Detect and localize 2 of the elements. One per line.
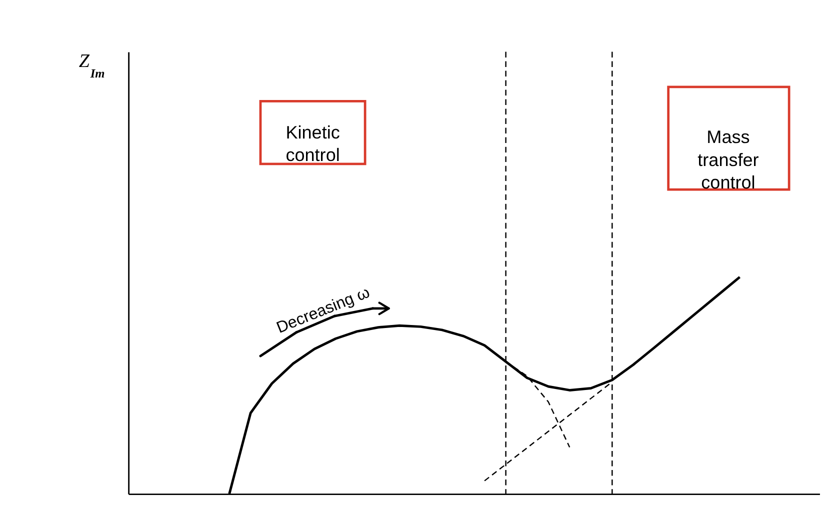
text: Mass transfer control (698, 127, 759, 193)
text: Kinetic control (286, 122, 340, 166)
